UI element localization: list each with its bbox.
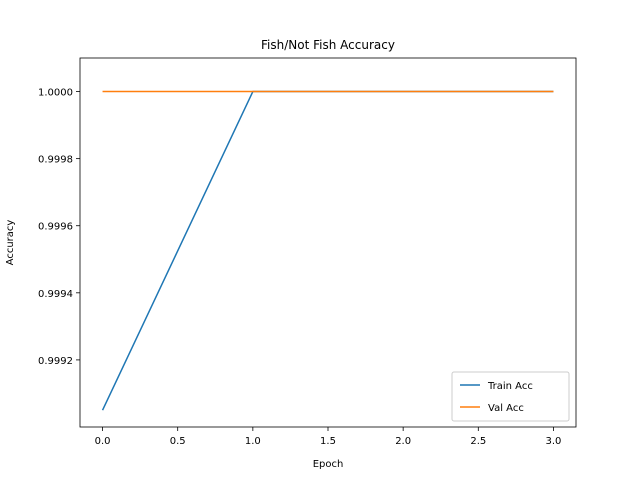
chart-title: Fish/Not Fish Accuracy (261, 38, 395, 52)
legend-label-val-acc: Val Acc (488, 403, 524, 414)
x-tick-label: 0.0 (95, 436, 111, 447)
axes-frame (79, 57, 577, 428)
x-tick-label: 1.5 (320, 436, 336, 447)
y-tick-label: 1.0000 (38, 88, 73, 99)
x-tick-label: 2.5 (470, 436, 486, 447)
y-tick-label: 0.9992 (38, 356, 73, 367)
x-tick-label: 0.5 (170, 436, 186, 447)
x-tick-label: 3.0 (546, 436, 562, 447)
legend-box (451, 371, 570, 422)
x-tick-label: 2.0 (395, 436, 411, 447)
y-tick-label: 0.9996 (38, 222, 73, 233)
y-tick-label: 0.9998 (38, 155, 73, 166)
legend-label-train-acc: Train Acc (487, 381, 533, 392)
plot-area: 0.0 0.5 1.0 1.5 2.0 2.5 3.0 0.9992 0.9994 0.9996 0… (38, 88, 561, 447)
y-tick-label: 0.9994 (38, 289, 73, 300)
y-axis-label: Accuracy (5, 220, 16, 266)
x-axis-label: Epoch (313, 459, 344, 470)
legend: Train Acc Val Acc (451, 371, 570, 422)
x-tick-label: 1.0 (245, 436, 261, 447)
